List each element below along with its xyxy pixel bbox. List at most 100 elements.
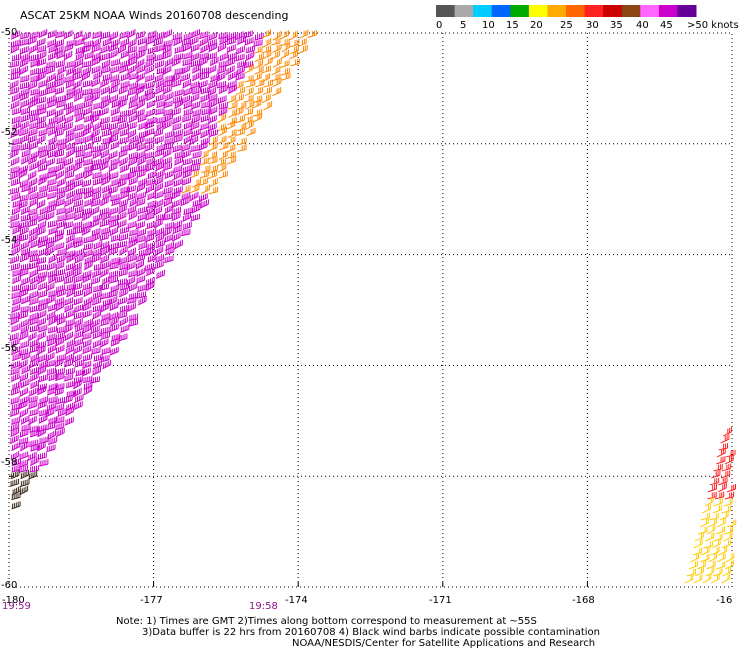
wind-barb <box>29 317 39 326</box>
wind-barb <box>110 128 120 138</box>
wind-barb <box>36 121 46 130</box>
wind-barb <box>219 142 229 151</box>
wind-barb <box>263 57 273 67</box>
wind-barb <box>64 92 74 102</box>
wind-barb <box>700 546 710 556</box>
wind-barb <box>73 212 83 221</box>
wind-barb <box>64 269 74 279</box>
wind-barb <box>101 260 111 270</box>
wind-barb <box>119 316 128 327</box>
wind-barb <box>171 212 181 222</box>
wind-barb <box>99 207 109 216</box>
wind-barb <box>92 102 103 110</box>
wind-barb <box>63 30 73 40</box>
wind-barb <box>718 443 728 451</box>
wind-barb <box>65 183 75 193</box>
wind-barb <box>10 346 20 356</box>
wind-barb <box>56 207 66 216</box>
wind-barb <box>38 88 48 97</box>
wind-barb <box>136 291 146 299</box>
wind-barb <box>218 84 228 95</box>
wind-barb <box>128 135 138 145</box>
wind-barb <box>153 157 163 167</box>
wind-barb <box>28 141 38 151</box>
wind-barb <box>127 191 137 201</box>
wind-barb <box>701 504 711 514</box>
wind-barb <box>145 36 155 46</box>
wind-barb <box>198 31 209 40</box>
time-label-1959: 19:59 <box>2 601 31 612</box>
wind-barb <box>54 45 64 55</box>
wind-barb <box>119 173 130 181</box>
wind-barb <box>72 353 82 363</box>
wind-barb <box>37 175 47 186</box>
wind-barb <box>192 108 202 118</box>
wind-barb <box>20 305 30 313</box>
wind-barb <box>173 134 183 144</box>
wind-barb <box>10 178 20 187</box>
wind-barb <box>37 239 47 248</box>
wind-barb <box>91 57 100 67</box>
wind-barb <box>73 311 83 320</box>
wind-barb <box>20 478 30 487</box>
wind-barb <box>235 115 245 124</box>
wind-barb <box>47 436 58 445</box>
wind-barb <box>254 32 264 41</box>
wind-barb <box>11 206 21 216</box>
lat-label-52: -52 <box>1 127 18 138</box>
wind-barb <box>154 176 164 186</box>
wind-barb <box>144 234 154 243</box>
wind-barb <box>163 142 173 151</box>
wind-barb <box>72 66 82 76</box>
wind-barb <box>207 80 217 90</box>
wind-barb <box>74 394 84 404</box>
wind-barb <box>72 345 82 355</box>
wind-barb <box>54 39 64 48</box>
wind-barb <box>38 150 48 159</box>
wind-barb <box>45 282 55 292</box>
wind-barb <box>19 429 29 438</box>
wind-barb <box>10 470 20 480</box>
wind-barb <box>10 316 19 326</box>
wind-barb <box>83 385 93 396</box>
wind-barb <box>145 281 155 292</box>
wind-barb <box>83 169 93 180</box>
wind-barb <box>99 268 109 278</box>
wind-barb <box>55 268 65 277</box>
wind-barb <box>55 60 65 68</box>
wind-barb <box>65 105 75 116</box>
map-frame <box>8 32 733 588</box>
wind-barb <box>272 87 282 96</box>
wind-barb <box>101 275 111 286</box>
wind-barb <box>173 129 183 138</box>
wind-barb <box>723 498 733 507</box>
wind-barb <box>30 59 40 68</box>
legend-swatch <box>528 5 548 17</box>
wind-barb <box>73 162 82 172</box>
wind-barb <box>46 311 56 321</box>
wind-barb <box>253 113 263 123</box>
wind-barb <box>63 276 73 284</box>
wind-barb <box>154 190 164 200</box>
wind-barb <box>153 128 163 137</box>
wind-barb <box>55 122 65 131</box>
wind-barb <box>90 318 100 328</box>
wind-barb <box>145 108 156 118</box>
wind-barb <box>37 282 47 291</box>
wind-barb <box>56 288 66 298</box>
wind-barb <box>719 510 729 521</box>
wind-barb <box>127 107 137 117</box>
wind-barb <box>63 197 73 207</box>
legend-tick-0: 0 <box>436 20 443 31</box>
wind-barb <box>11 240 21 250</box>
wind-barb <box>56 254 66 264</box>
legend-swatch <box>584 5 604 17</box>
wind-barb <box>154 85 164 95</box>
wind-barb <box>165 246 175 256</box>
wind-barb <box>56 191 66 201</box>
wind-barb <box>73 330 83 340</box>
wind-barb <box>74 130 85 139</box>
wind-barb <box>111 115 121 123</box>
wind-barb <box>20 206 30 215</box>
wind-barb <box>92 339 102 349</box>
